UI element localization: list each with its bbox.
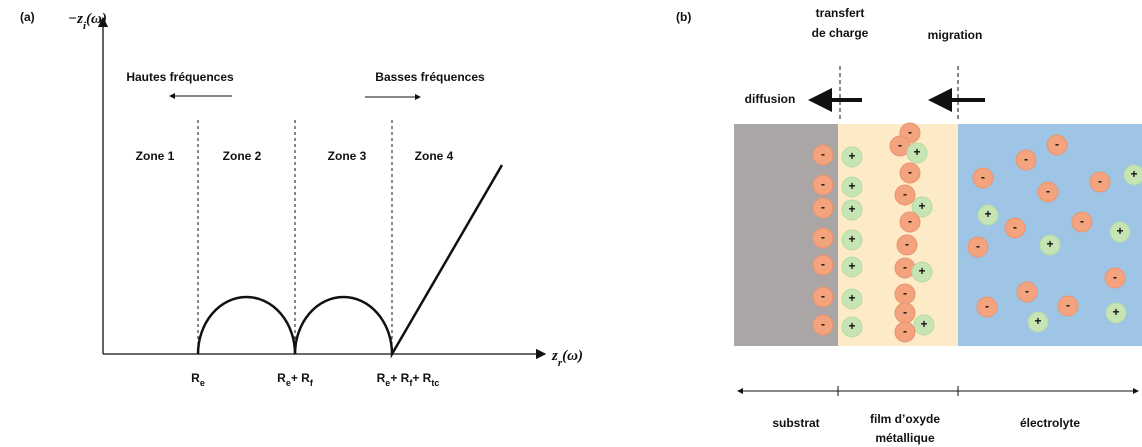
text-part: + R: [412, 371, 431, 385]
subscript: f: [310, 378, 314, 388]
text-part: R: [377, 371, 386, 385]
ion-sign: -: [821, 200, 825, 214]
ion-sign: +: [848, 291, 855, 305]
ion-sign: -: [976, 239, 980, 253]
ion-sign: -: [903, 305, 907, 319]
ion-sign: -: [1066, 298, 1070, 312]
ion-sign: -: [821, 289, 825, 303]
ion-sign: +: [1130, 167, 1137, 181]
nyquist-curve: [198, 165, 502, 354]
ion-sign: -: [1046, 184, 1050, 198]
ion-sign: -: [1055, 137, 1059, 151]
ion-sign: -: [903, 260, 907, 274]
layer-label: électrolyte: [1020, 416, 1080, 430]
annotation: migration: [928, 28, 983, 42]
layer-label: substrat: [772, 416, 819, 430]
subscript: e: [200, 378, 205, 388]
ion-sign: -: [1098, 174, 1102, 188]
ion-sign: -: [981, 170, 985, 184]
ion-sign: +: [1112, 305, 1119, 319]
annotation: diffusion: [745, 92, 796, 106]
ion-sign: +: [848, 149, 855, 163]
ion-sign: +: [1116, 224, 1123, 238]
ion-sign: +: [1046, 237, 1053, 251]
x-tick-label: Re: [191, 371, 205, 388]
ion-sign: -: [1080, 214, 1084, 228]
ion-sign: +: [1034, 314, 1041, 328]
ion-sign: -: [908, 165, 912, 179]
text-part: + R: [390, 371, 409, 385]
ion-sign: -: [898, 138, 902, 152]
panel-tag: (a): [20, 10, 35, 24]
figure: -------+++++++--+--+---+--+------++--+-+…: [0, 0, 1142, 447]
x-axis-label: zr(ω): [551, 348, 583, 368]
ion-sign: +: [913, 145, 920, 159]
ion-sign: -: [908, 214, 912, 228]
x-tick-label: Re+ Rf: [277, 371, 314, 388]
ion-sign: -: [1113, 270, 1117, 284]
y-axis-label: −zi(ω): [68, 11, 107, 31]
ion-sign: -: [1024, 152, 1028, 166]
ion-sign: +: [848, 259, 855, 273]
annotation: de charge: [812, 26, 869, 40]
annotation: Basses fréquences: [375, 70, 485, 84]
ion-sign: -: [903, 187, 907, 201]
ion-sign: +: [848, 319, 855, 333]
ion-sign: +: [848, 202, 855, 216]
zone-label: Zone 1: [136, 149, 175, 163]
ion-sign: -: [821, 147, 825, 161]
panel-b: -------+++++++--+--+---+--+------++--+-+…: [734, 66, 1142, 396]
ion-sign: +: [848, 179, 855, 193]
ion-sign: +: [918, 199, 925, 213]
panel-tag: (b): [676, 10, 691, 24]
annotation: Hautes fréquences: [126, 70, 234, 84]
text-part: + R: [291, 371, 310, 385]
text-part: −z: [68, 11, 83, 27]
ion-sign: -: [903, 286, 907, 300]
ion-sign: -: [1013, 220, 1017, 234]
ion-sign: -: [905, 237, 909, 251]
layer-label: métallique: [875, 431, 935, 445]
subscript: tc: [431, 378, 439, 388]
dividers: [840, 66, 958, 120]
zone-label: Zone 2: [223, 149, 262, 163]
ion-sign: -: [821, 230, 825, 244]
ion-sign: -: [821, 317, 825, 331]
zone-label: Zone 4: [415, 149, 454, 163]
layer-label: film d’oxyde: [870, 412, 940, 426]
ion-sign: -: [908, 125, 912, 139]
text-part: (ω): [86, 11, 107, 27]
text-part: R: [191, 371, 200, 385]
x-tick-label: Re+ Rf+ Rtc: [377, 371, 440, 388]
ion-sign: +: [848, 232, 855, 246]
ion-sign: -: [1025, 284, 1029, 298]
ion-sign: -: [985, 299, 989, 313]
ion-sign: +: [918, 264, 925, 278]
text-part: R: [277, 371, 286, 385]
panel-a: [103, 18, 545, 354]
ion-sign: -: [821, 177, 825, 191]
text-part: (ω): [562, 348, 583, 364]
annotation: transfert: [816, 6, 865, 20]
ion-sign: -: [821, 257, 825, 271]
ion-sign: +: [920, 317, 927, 331]
zone-label: Zone 3: [328, 149, 367, 163]
ion-sign: +: [984, 207, 991, 221]
ion-sign: -: [903, 324, 907, 338]
